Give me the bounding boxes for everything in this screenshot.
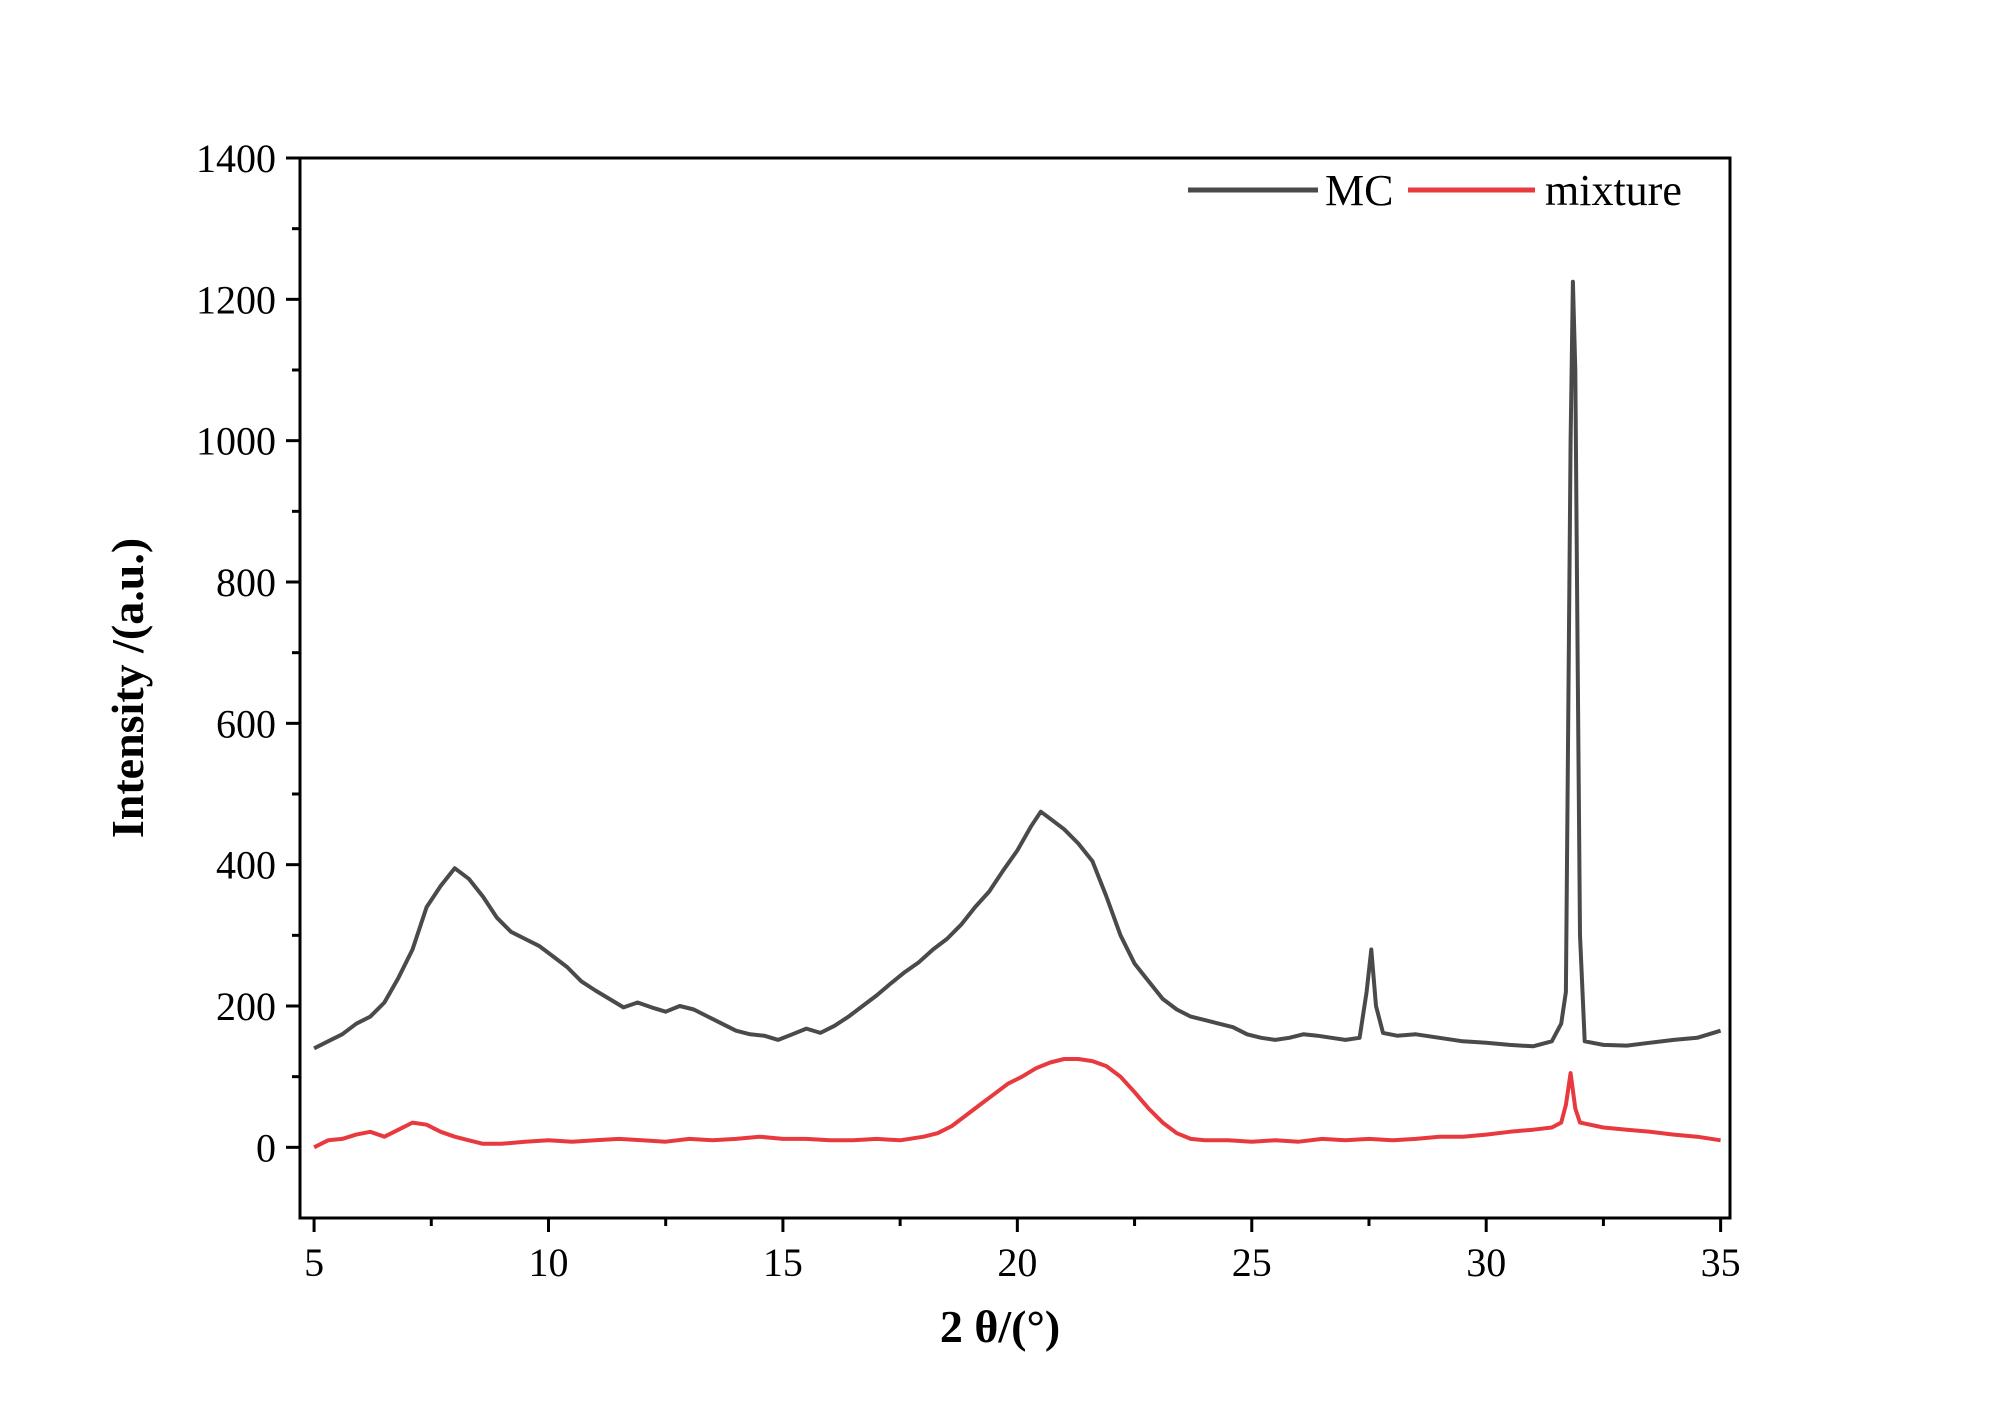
x-tick-label: 35 [1701, 1240, 1741, 1285]
legend: MC mixture [1188, 166, 1682, 215]
x-tick-label: 20 [997, 1240, 1037, 1285]
series-line-mixture [313, 1057, 1721, 1150]
y-tick-label: 400 [216, 843, 276, 888]
legend-label-mixture: mixture [1545, 166, 1682, 215]
x-tick-label: 5 [304, 1240, 324, 1285]
x-tick-label: 25 [1232, 1240, 1272, 1285]
series-layer [313, 279, 1722, 1150]
y-tick-label: 1400 [196, 136, 276, 181]
y-axis-title: Intensity /(a.u.) [102, 538, 153, 838]
y-tick-label: 0 [256, 1125, 276, 1170]
series-line-MC [313, 279, 1722, 1051]
y-tick-label: 1200 [196, 277, 276, 322]
y-tick-label: 800 [216, 560, 276, 605]
y-tick-label: 1000 [196, 419, 276, 464]
x-tick-label: 15 [763, 1240, 803, 1285]
legend-label-MC: MC [1325, 166, 1393, 215]
x-axis-title: 2 θ/(°) [940, 1301, 1060, 1352]
y-tick-label: 600 [216, 701, 276, 746]
x-tick-label: 10 [528, 1240, 568, 1285]
plot-frame [298, 156, 1732, 1220]
x-tick-label: 30 [1466, 1240, 1506, 1285]
y-tick-label: 200 [216, 984, 276, 1029]
